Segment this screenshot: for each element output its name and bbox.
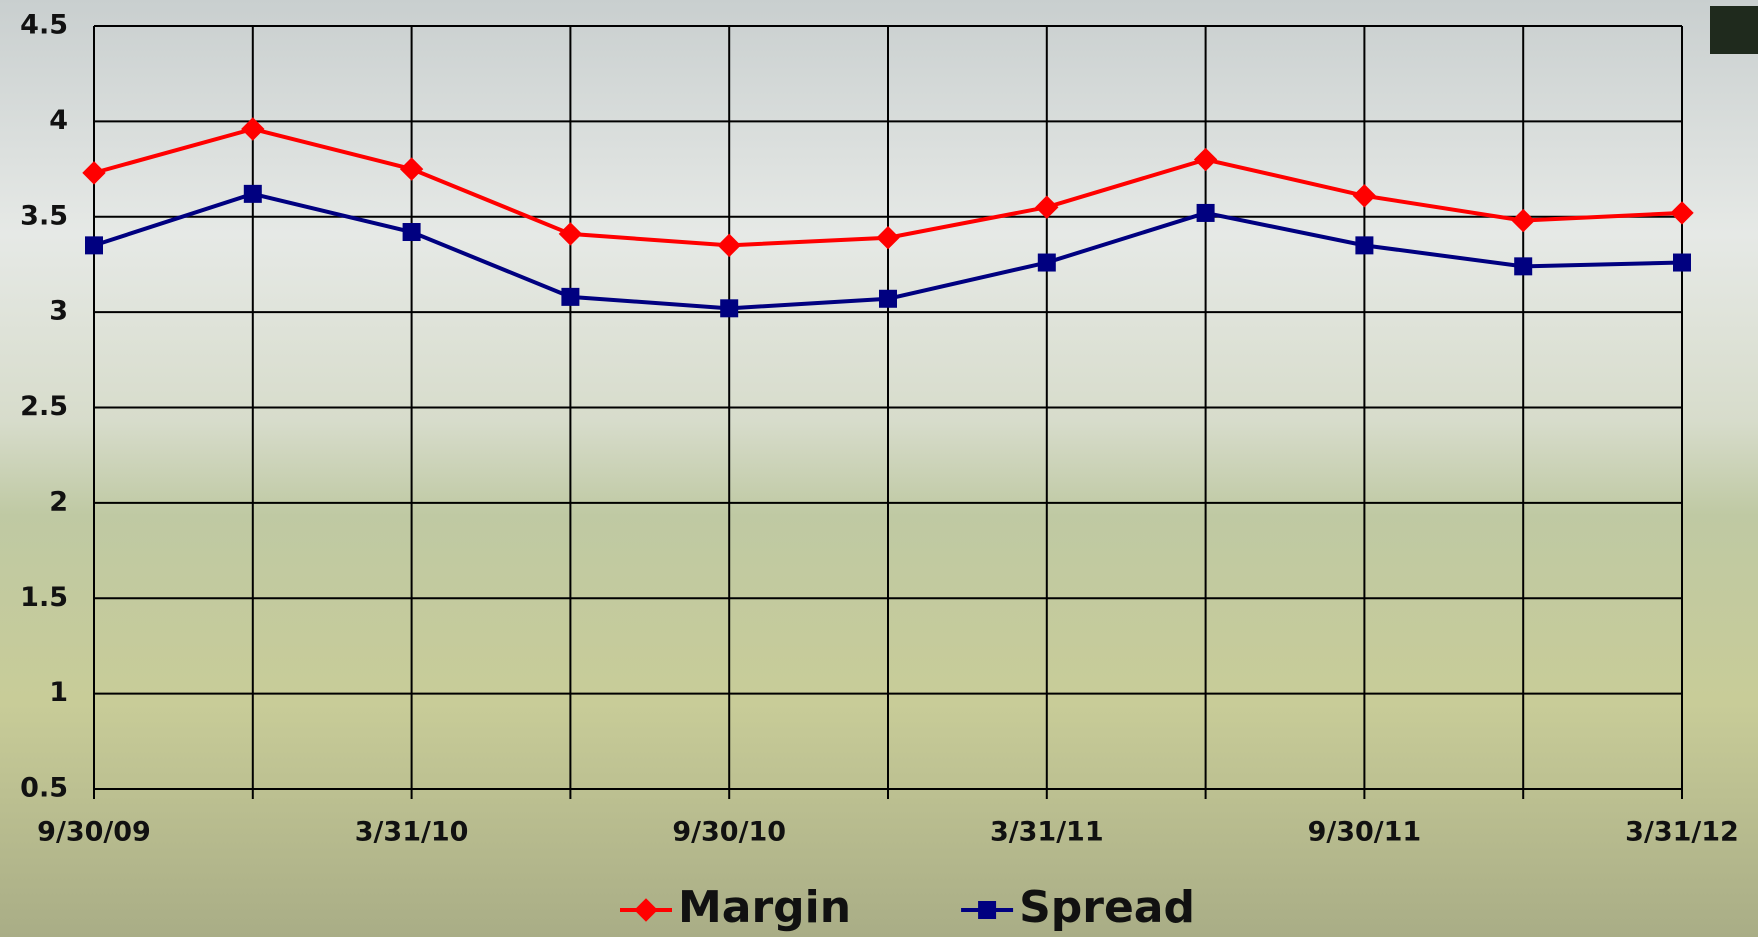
y-tick-label: 2.5: [20, 391, 68, 422]
marker: [876, 226, 900, 250]
marker: [720, 299, 739, 318]
marker: [978, 901, 997, 919]
y-tick-label: 0.5: [20, 773, 68, 804]
marker: [1037, 253, 1056, 272]
marker: [1196, 203, 1215, 222]
marker: [558, 222, 583, 246]
marker: [1355, 236, 1374, 255]
marker: [561, 287, 580, 306]
x-tick-label: 3/31/10: [355, 817, 469, 848]
marker: [1193, 147, 1218, 172]
x-tick-label: 3/31/12: [1625, 817, 1739, 848]
y-tick-label: 1.5: [20, 582, 68, 613]
marker: [1352, 184, 1377, 208]
legend-label: Spread: [1019, 882, 1195, 933]
marker: [85, 236, 103, 255]
marker: [1514, 257, 1533, 276]
marker: [243, 184, 262, 203]
marker: [879, 289, 897, 308]
marker: [1511, 208, 1535, 233]
marker: [399, 157, 424, 181]
marker: [241, 117, 265, 141]
legend-label: Margin: [678, 882, 851, 933]
marker: [1670, 201, 1694, 225]
corner-block: [1710, 6, 1758, 54]
y-tick-label: 1: [49, 677, 68, 708]
marker: [1035, 195, 1059, 219]
y-tick-label: 3: [49, 296, 68, 327]
x-tick-label: 9/30/10: [672, 817, 786, 848]
x-tick-label: 3/31/11: [990, 817, 1104, 848]
marker: [402, 223, 421, 242]
y-tick-label: 2: [49, 486, 68, 517]
marker: [1673, 253, 1691, 272]
marker: [717, 233, 741, 258]
y-tick-label: 3.5: [20, 200, 68, 231]
x-tick-label: 9/30/09: [37, 817, 151, 848]
marker: [634, 898, 658, 922]
y-tick-label: 4.5: [20, 10, 68, 41]
x-tick-label: 9/30/11: [1308, 817, 1422, 848]
y-tick-label: 4: [49, 105, 68, 136]
marker: [82, 161, 106, 185]
